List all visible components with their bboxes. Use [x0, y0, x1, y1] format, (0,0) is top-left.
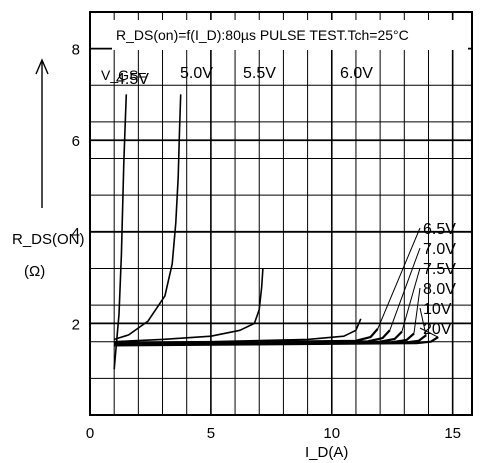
series-label: 20V — [423, 321, 452, 338]
series-label: 8.0V — [423, 281, 456, 298]
series-line — [114, 336, 439, 347]
y-tick-label: 8 — [72, 42, 80, 59]
series-label: 7.5V — [423, 261, 456, 278]
x-tick-label: 5 — [207, 425, 215, 442]
x-axis-label: I_D(A) — [305, 444, 348, 461]
leader-line — [389, 247, 421, 331]
y-axis-label: R_DS(ON) — [12, 231, 85, 248]
curves — [113, 94, 439, 370]
vgs-prefix-label: V_GS= — [101, 67, 147, 83]
series-label: 6.0V — [340, 65, 373, 82]
series-label: 5.5V — [243, 65, 276, 82]
y-axis-unit: (Ω) — [24, 263, 45, 280]
plot-frame — [89, 11, 473, 416]
y-tick-label: 2 — [72, 316, 80, 333]
title-box — [112, 20, 468, 50]
series-label: 5.0V — [180, 65, 213, 82]
series-line — [113, 94, 128, 370]
vgs-top-labels: V_GS=4.5V 5.0V 5.5V 6.0V — [101, 65, 373, 88]
y-tick-label: 4 — [72, 225, 80, 242]
series-label: 7.0V — [423, 241, 456, 258]
tick-labels: 0 5 10 15 2 4 6 8 — [72, 42, 461, 442]
series-line — [113, 94, 182, 341]
chart-title: R_DS(on)=f(I_D):80µs PULSE TEST.Tch=25°C — [116, 27, 409, 43]
x-tick-label: 0 — [86, 425, 94, 442]
y-tick-label: 6 — [72, 133, 80, 150]
legend-leaders — [377, 227, 439, 338]
leader-line — [377, 227, 421, 330]
series-label: 6.5V — [423, 221, 456, 238]
series-line — [114, 268, 264, 343]
leader-line — [401, 267, 421, 332]
vgs-right-labels: 6.5V 7.0V 7.5V 8.0V 10V 20V — [423, 221, 456, 338]
x-tick-label: 10 — [323, 425, 340, 442]
series-label: 4.5V — [116, 71, 149, 88]
series-label: 10V — [423, 301, 452, 318]
leader-line — [419, 327, 439, 338]
x-tick-label: 15 — [444, 425, 461, 442]
y-arrow-head — [35, 58, 49, 75]
leader-line — [413, 287, 421, 334]
